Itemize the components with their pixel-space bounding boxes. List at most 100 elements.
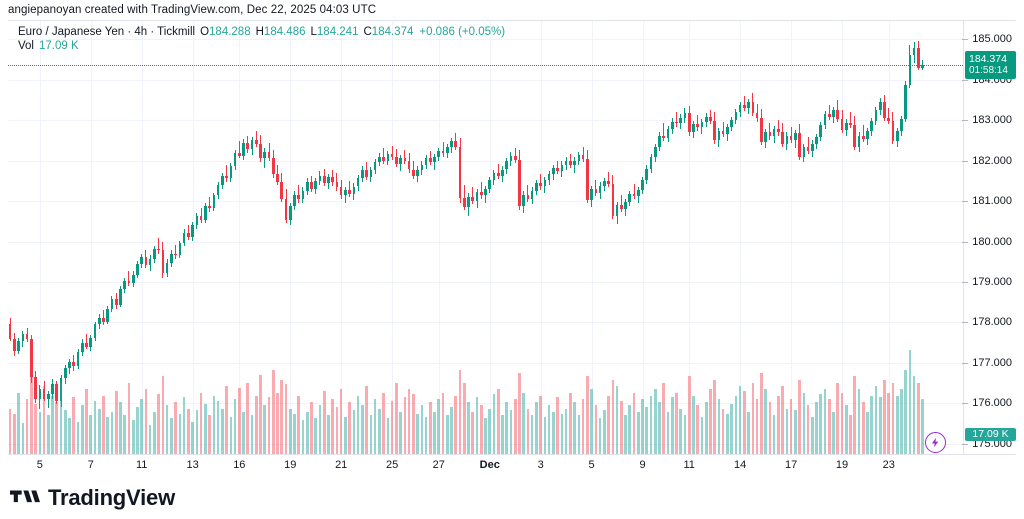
volume-bar [781,386,784,454]
candle-wick [582,146,584,163]
volume-bar [238,387,241,454]
volume-bar [97,408,101,454]
gridline-horizontal [8,79,963,81]
candle-body [564,161,568,165]
candle-body [382,156,385,161]
volume-bar [441,392,445,454]
volume-bar [552,411,555,454]
candle-body [539,183,542,187]
candle-body [900,119,903,132]
volume-badge[interactable]: 17.09 K [965,428,1016,441]
candle-body [119,289,122,305]
volume-bar [361,405,364,454]
price-axis[interactable]: 185.000 184.000 183.000 182.000 181.000 180.0… [962,20,1016,455]
candle-body [63,367,67,379]
candle-body [416,170,419,176]
candle-wick [463,184,465,210]
volume-bar [811,416,814,454]
candle-body [496,172,500,176]
volume-bar [407,389,411,454]
time-tick-label: 13 [186,459,199,471]
volume-bar [467,402,470,454]
candle-body [666,129,670,138]
candle-body [870,120,874,132]
volume-bar [721,408,725,454]
candle-body [221,175,224,185]
gridline-vertical [439,21,440,454]
volume-bar [276,392,279,454]
candle-body [263,151,267,159]
volume-bar [857,389,861,454]
volume-bar [174,402,177,454]
candle-body [72,362,76,367]
chart-frame: Euro / Japanese Yen · 4h · Tickmill O184.… [8,20,1016,475]
candle-body [849,122,852,125]
volume-bar [921,398,924,454]
candle-body [352,186,356,194]
last-price-badge[interactable]: 184.374 01:58:14 [965,50,1016,79]
candle-body [836,110,840,119]
volume-bar [908,350,912,454]
candle-body [785,135,789,144]
time-tick-label: 27 [432,459,445,471]
candle-wick [255,130,257,147]
volume-bar [772,415,776,454]
volume-bar [815,402,818,454]
gridline-horizontal [8,241,963,243]
candle-body [772,129,776,137]
candle-body [522,194,525,206]
candle-body [144,256,148,265]
candle-body [857,135,861,147]
volume-bar [373,399,377,454]
volume-bar [615,386,619,454]
time-axis[interactable]: 5 7 11 13 16 19 21 25 27 Dec 3 5 9 11 14 17 19 23 [8,455,1016,475]
volume-bar [314,418,318,454]
lightning-bolt-icon[interactable] [924,432,946,453]
candle-body [471,197,475,202]
candle-body [403,158,407,161]
gridline-vertical [392,21,393,454]
candle-body [208,205,211,209]
candle-body [641,180,644,190]
candle-body [68,362,71,368]
candle-wick [158,238,160,254]
volume-bar [692,395,695,454]
volume-bar [679,408,683,454]
price-pane[interactable] [8,20,963,455]
volume-bar [356,395,360,454]
volume-bar [526,408,530,454]
candle-body [433,157,436,163]
candle-body [861,135,865,139]
volume-bar [89,415,93,454]
volume-bar [119,402,122,454]
volume-bar [123,415,127,454]
volume-bar [900,389,903,454]
candle-wick [697,115,699,131]
candle-wick [676,112,677,127]
candle-body [700,121,704,128]
volume-bar [794,410,797,454]
candle-body [883,101,886,118]
volume-bar [696,405,700,454]
candle-wick [472,187,474,205]
candle-body [590,188,593,201]
footer-branding: TradingView [10,485,175,511]
volume-bar [509,410,513,454]
time-tick-label: 23 [882,459,895,471]
candle-wick [790,126,792,143]
volume-bar [280,379,284,454]
candle-wick [209,197,211,212]
volume-bar [556,397,559,454]
candle-body [276,174,279,182]
volume-bar [229,416,233,454]
volume-bar [539,395,542,454]
last-price-value: 184.374 [969,52,1007,65]
candle-body [509,155,513,162]
volume-bar [501,415,504,454]
gridline-vertical [541,21,542,454]
candle-body [204,205,207,220]
candle-body [853,124,857,147]
volume-bar [195,410,199,454]
volume-bar [242,411,245,454]
candle-body [407,160,411,170]
